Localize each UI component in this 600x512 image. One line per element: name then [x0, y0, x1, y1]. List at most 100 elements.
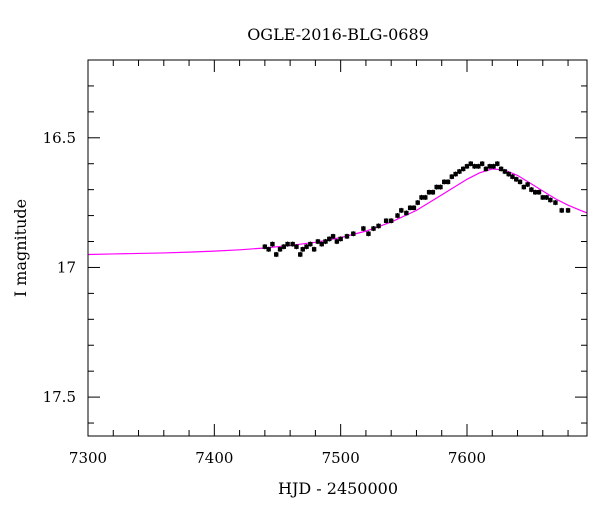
- data-point: [371, 225, 376, 232]
- data-point: [495, 161, 500, 167]
- point-marker: [330, 234, 336, 239]
- point-marker: [411, 205, 417, 211]
- x-tick-label: 7600: [448, 449, 486, 467]
- point-marker: [559, 208, 564, 213]
- data-point: [521, 184, 527, 190]
- data-point: [351, 231, 356, 237]
- data-point: [536, 189, 542, 195]
- data-point: [308, 241, 313, 247]
- point-marker: [262, 244, 268, 249]
- data-point: [502, 168, 508, 175]
- data-point: [404, 210, 409, 216]
- data-point: [294, 244, 299, 250]
- point-marker: [430, 190, 436, 195]
- point-marker: [449, 174, 455, 179]
- point-marker: [442, 179, 447, 185]
- model-curve: [87, 168, 588, 256]
- data-point: [376, 223, 381, 229]
- point-marker: [495, 161, 500, 166]
- point-marker: [476, 164, 481, 169]
- data-point: [395, 212, 400, 219]
- point-marker: [438, 184, 443, 190]
- data-point: [281, 244, 287, 250]
- point-marker: [388, 218, 394, 223]
- data-point: [438, 184, 443, 190]
- data-point: [434, 184, 439, 190]
- data-point: [419, 194, 424, 201]
- model-curve-layer: [87, 168, 588, 256]
- ticks-layer: [87, 59, 587, 436]
- data-point: [274, 251, 279, 258]
- point-marker: [506, 171, 511, 177]
- data-point: [298, 251, 303, 258]
- point-marker: [315, 239, 321, 244]
- point-marker: [453, 171, 458, 177]
- y-tick-label: 17: [57, 258, 76, 276]
- point-marker: [304, 244, 309, 249]
- data-point: [533, 189, 538, 195]
- point-marker: [327, 236, 332, 242]
- data-point: [338, 236, 343, 242]
- point-marker: [419, 195, 424, 200]
- data-point: [430, 189, 436, 195]
- data-point: [457, 168, 462, 175]
- data-point: [270, 241, 275, 247]
- x-tick-label: 7300: [69, 449, 107, 467]
- y-axis-label: I magnitude: [11, 199, 30, 297]
- point-marker: [399, 208, 404, 213]
- point-marker: [361, 226, 366, 231]
- data-point: [517, 179, 523, 185]
- point-marker: [521, 184, 527, 190]
- data-point: [525, 181, 530, 188]
- y-tick-label: 16.5: [43, 129, 76, 147]
- data-point: [399, 207, 404, 213]
- data-point: [514, 176, 519, 182]
- point-marker: [323, 239, 328, 244]
- point-marker: [445, 179, 451, 185]
- point-marker: [502, 169, 508, 174]
- point-marker: [338, 236, 343, 242]
- data-point: [476, 163, 481, 169]
- x-axis-label: HJD - 2450000: [278, 479, 398, 498]
- data-point: [529, 187, 534, 193]
- point-marker: [423, 195, 428, 200]
- point-marker: [479, 161, 485, 166]
- point-marker: [395, 213, 400, 218]
- point-marker: [525, 182, 530, 187]
- point-marker: [344, 234, 350, 239]
- data-point: [510, 174, 515, 180]
- data-point: [426, 189, 432, 195]
- point-marker: [514, 177, 519, 182]
- data-point: [544, 194, 549, 201]
- chart-title: OGLE-2016-BLG-0689: [247, 25, 429, 44]
- data-point: [315, 238, 321, 245]
- data-point: [411, 205, 417, 211]
- data-point: [366, 231, 371, 237]
- data-point: [285, 241, 290, 247]
- data-points-layer: [262, 161, 571, 258]
- data-point: [361, 225, 366, 232]
- point-marker: [274, 252, 279, 257]
- data-point: [423, 194, 428, 201]
- point-marker: [517, 179, 523, 185]
- data-point: [407, 205, 413, 211]
- point-marker: [468, 161, 473, 166]
- point-marker: [529, 187, 534, 192]
- point-marker: [298, 252, 303, 257]
- data-point: [460, 166, 466, 172]
- x-tick-label: 7400: [195, 449, 233, 467]
- point-marker: [491, 164, 496, 169]
- data-point: [483, 166, 489, 172]
- data-point: [506, 171, 511, 177]
- point-marker: [464, 164, 470, 169]
- point-marker: [565, 208, 571, 213]
- data-point: [472, 163, 477, 169]
- data-point: [442, 179, 447, 185]
- point-marker: [383, 218, 389, 223]
- data-point: [344, 233, 350, 239]
- data-point: [464, 163, 470, 169]
- data-point: [266, 246, 271, 252]
- data-point: [487, 163, 492, 169]
- data-point: [290, 241, 295, 247]
- data-point: [334, 238, 340, 245]
